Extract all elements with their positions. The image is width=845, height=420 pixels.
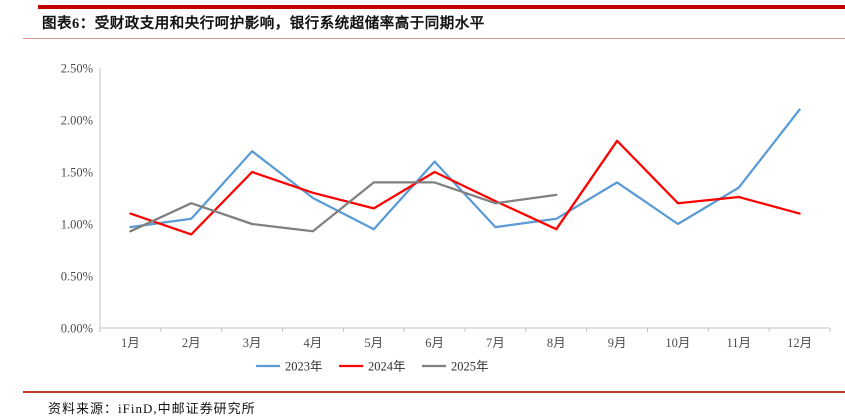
legend-label-0: 2023年: [285, 360, 323, 374]
y-tick-label: 2.50%: [61, 62, 93, 76]
legend-item-2: 2025年: [422, 360, 489, 374]
x-tick-label: 2月: [182, 336, 201, 350]
y-tick-label: 1.00%: [61, 218, 93, 232]
x-tick-label: 11月: [726, 336, 751, 350]
x-tick-label: 12月: [787, 336, 812, 350]
x-tick-label: 6月: [425, 336, 444, 350]
x-tick-label: 4月: [304, 336, 323, 350]
legend-item-1: 2024年: [339, 360, 406, 374]
x-tick-label: 1月: [121, 336, 140, 350]
x-tick-label: 5月: [364, 336, 383, 350]
x-tick-label: 9月: [608, 336, 627, 350]
top-accent-rule: [38, 5, 845, 9]
x-tick-label: 3月: [243, 336, 262, 350]
x-tick-label: 7月: [486, 336, 505, 350]
figure-title: 图表6：受财政支用和央行呵护影响，银行系统超储率高于同期水平: [42, 16, 485, 32]
footer-rule: [23, 391, 845, 393]
y-tick-label: 0.50%: [61, 270, 93, 284]
title-underline-rule: [23, 38, 845, 39]
chart-line-series-2: [129, 181, 558, 233]
y-tick-label: 2.00%: [61, 114, 93, 128]
y-tick-label: 1.50%: [61, 166, 93, 180]
chart-line-series-1: [129, 139, 801, 236]
x-tick-label: 10月: [665, 336, 690, 350]
chart-line-series-0: [129, 108, 801, 231]
x-tick-label: 8月: [547, 336, 566, 350]
excess-reserve-ratio-chart: 0.00% 0.50% 1.00% 1.50% 2.00% 2.50% 1月 2月 3月 4月 5月…: [61, 62, 831, 374]
legend-label-2: 2025年: [451, 360, 489, 374]
legend-label-1: 2024年: [368, 360, 406, 374]
source-note: 资料来源：iFinD,中邮证券研究所: [48, 401, 256, 416]
line-chart: 0.00% 0.50% 1.00% 1.50% 2.00% 2.50% 1月 2月 3月 4月 5月…: [0, 48, 845, 383]
y-tick-label: 0.00%: [61, 322, 93, 336]
legend-item-0: 2023年: [256, 360, 323, 374]
